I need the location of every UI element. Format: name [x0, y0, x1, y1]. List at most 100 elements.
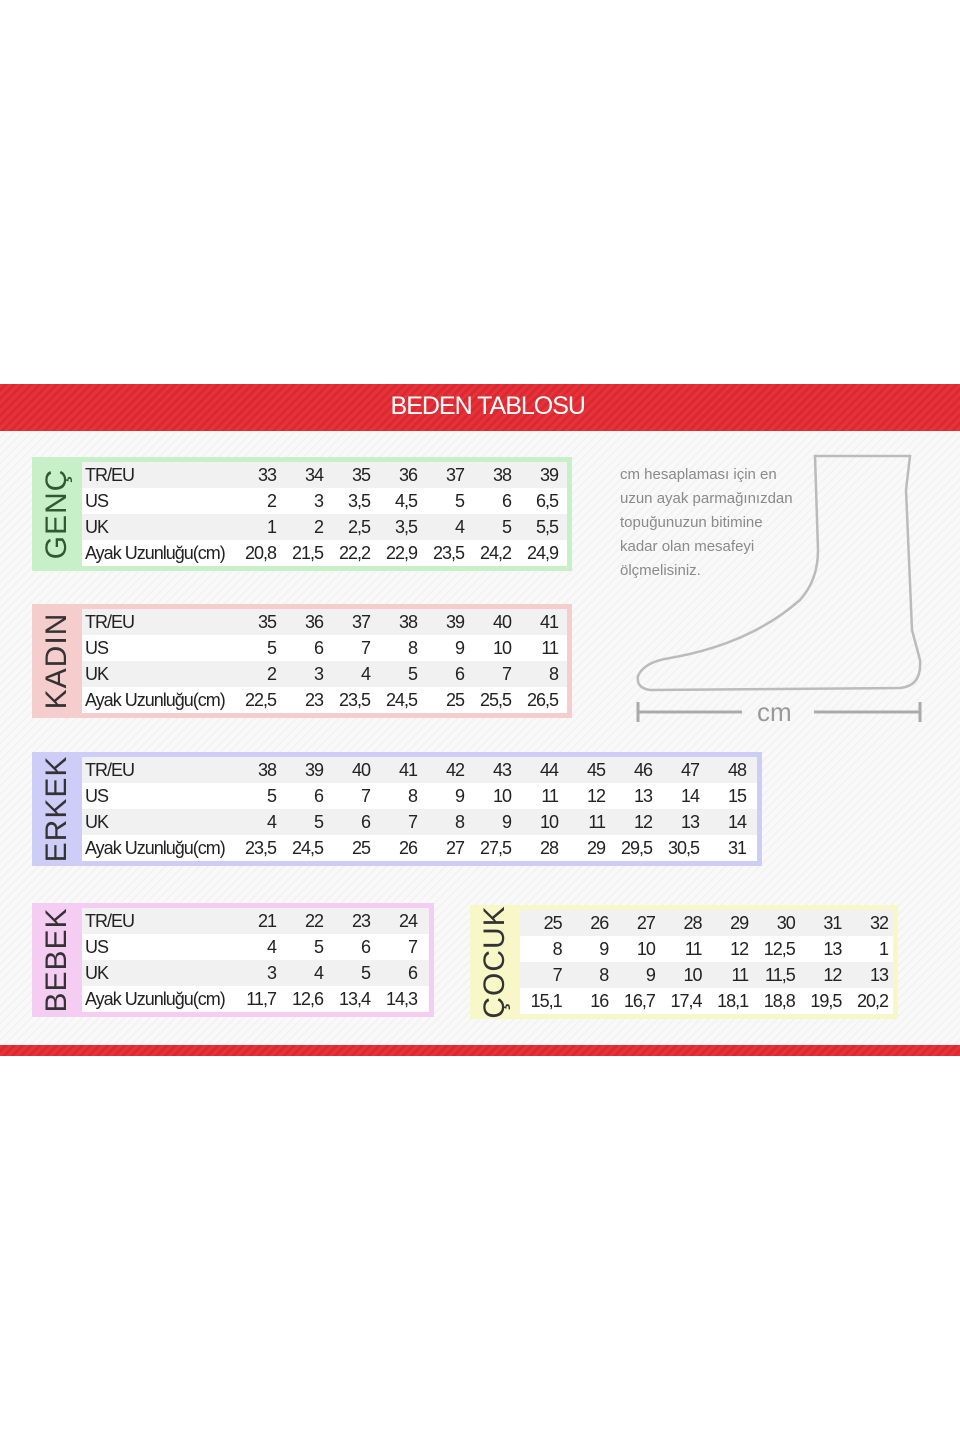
size-cell: 24 — [398, 910, 418, 931]
size-table-bebek: BEBEK TR/EU 21 22 23 24 US 4 5 6 7 UK 3 4 5 6 Ayak Uzunl… — [32, 903, 434, 1017]
size-grid: TR/EU 33 34 35 36 37 38 39 US 2 3 3,5 4,5 5 6 6,5 UK 1 2 2,… — [82, 462, 567, 566]
size-cell: 27,5 — [479, 837, 512, 858]
size-cell: 6 — [501, 490, 512, 511]
row-header: UK — [85, 663, 109, 684]
size-cell: 16 — [590, 990, 609, 1011]
size-cell: 26,5 — [526, 689, 559, 710]
size-cell: 40 — [492, 611, 512, 632]
row-header: TR/EU — [85, 759, 135, 780]
size-cell: 9 — [599, 938, 609, 959]
size-cell: 32 — [869, 912, 889, 933]
size-cell: 7 — [407, 936, 418, 957]
row-header: UK — [85, 962, 109, 983]
size-cell: 36 — [398, 464, 418, 485]
size-cell: 37 — [445, 464, 465, 485]
size-cell: 14 — [680, 785, 700, 806]
table-row: US 5 6 7 8 9 10 11 — [82, 635, 567, 661]
size-cell: 25 — [445, 689, 465, 710]
size-cell: 4 — [266, 936, 277, 957]
size-cell: 8 — [552, 938, 563, 959]
size-cell: 29,5 — [620, 837, 653, 858]
table-row: US 2 3 3,5 4,5 5 6 6,5 — [82, 488, 567, 514]
size-cell: 30,5 — [667, 837, 700, 858]
size-cell: 8 — [599, 964, 609, 985]
size-grid: TR/EU 38 39 40 41 42 43 44 45 46 47 48 US 5 6 7 8 9 10 11 12… — [82, 757, 757, 861]
note-line: topuğunuzun bitimine — [620, 514, 763, 531]
size-cell: 9 — [645, 964, 656, 985]
table-row: UK 2 3 4 5 6 7 8 — [82, 661, 567, 687]
size-cell: 8 — [407, 785, 418, 806]
size-cell: 6 — [407, 962, 418, 983]
size-cell: 14,3 — [385, 988, 418, 1009]
size-cell: 10 — [492, 637, 512, 658]
size-cell: 26 — [398, 837, 418, 858]
size-cell: 33 — [257, 464, 277, 485]
row-header: US — [85, 490, 109, 511]
size-cell: 35 — [351, 464, 371, 485]
row-header: UK — [85, 516, 109, 537]
size-cell: 4 — [360, 663, 371, 684]
size-cell: 8 — [407, 637, 418, 658]
size-cell: 11 — [684, 938, 703, 959]
size-cell: 7 — [360, 785, 371, 806]
size-cell: 18,8 — [763, 990, 796, 1011]
size-cell: 38 — [398, 611, 418, 632]
table-row: TR/EU 35 36 37 38 39 40 41 — [82, 609, 567, 635]
size-cell: 12 — [633, 811, 653, 832]
size-grid: 25 26 27 28 29 30 31 32 8 9 10 11 12 12,5 13 1 7 8 9 10 11 11… — [520, 910, 893, 1014]
size-cell: 6 — [313, 637, 324, 658]
size-cell: 34 — [304, 464, 324, 485]
table-row: UK 4 5 6 7 8 9 10 11 12 13 14 — [82, 809, 757, 835]
size-cell: 7 — [552, 964, 563, 985]
size-cell: 23,5 — [244, 837, 277, 858]
size-cell: 47 — [680, 759, 700, 780]
size-cell: 44 — [539, 759, 559, 780]
table-row: 15,1 16 16,7 17,4 18,1 18,8 19,5 20,2 — [520, 988, 893, 1014]
header-banner — [0, 384, 960, 431]
size-cell: 38 — [257, 759, 277, 780]
size-cell: 11 — [588, 811, 606, 832]
note-line: kadar olan mesafeyi — [620, 538, 755, 555]
size-cell: 24,5 — [385, 689, 418, 710]
table-row: UK 1 2 2,5 3,5 4 5 5,5 — [82, 514, 567, 540]
size-cell: 25,5 — [479, 689, 512, 710]
size-cell: 37 — [351, 611, 371, 632]
size-cell: 48 — [727, 759, 747, 780]
size-cell: 9 — [454, 785, 465, 806]
size-cell: 13 — [869, 964, 889, 985]
size-cell: 39 — [539, 464, 559, 485]
size-cell: 40 — [351, 759, 371, 780]
size-cell: 11,5 — [765, 964, 796, 985]
size-cell: 28 — [683, 912, 702, 933]
size-cell: 31 — [727, 837, 747, 858]
size-cell: 1 — [266, 516, 277, 537]
size-cell: 11 — [541, 637, 559, 658]
size-cell: 2 — [266, 490, 277, 511]
size-cell: 17,4 — [670, 990, 702, 1011]
size-cell: 6 — [360, 811, 371, 832]
row-header: Ayak Uzunluğu(cm) — [85, 542, 226, 563]
size-cell: 27 — [445, 837, 465, 858]
row-header: TR/EU — [85, 910, 135, 931]
table-row: 7 8 9 10 11 11,5 12 13 — [520, 962, 893, 988]
size-cell: 2,5 — [347, 516, 371, 537]
table-row: US 5 6 7 8 9 10 11 12 13 14 15 — [82, 783, 757, 809]
size-cell: 26 — [590, 912, 609, 933]
size-cell: 23 — [351, 910, 371, 931]
table-row: TR/EU 33 34 35 36 37 38 39 — [82, 462, 567, 488]
size-cell: 20,2 — [856, 990, 889, 1011]
ruler-label: cm — [757, 697, 792, 727]
size-cell: 29 — [730, 912, 749, 933]
size-cell: 24,9 — [526, 542, 559, 563]
size-cell: 30 — [776, 912, 796, 933]
size-grid: TR/EU 35 36 37 38 39 40 41 US 5 6 7 8 9 10 11 UK 2 3 4 5 6 7 8 A… — [82, 609, 567, 713]
table-row: 25 26 27 28 29 30 31 32 — [520, 910, 893, 936]
size-cell: 11,7 — [246, 988, 277, 1009]
size-cell: 22 — [304, 910, 324, 931]
size-cell: 5 — [407, 663, 418, 684]
row-header: Ayak Uzunluğu(cm) — [85, 988, 226, 1009]
size-cell: 10 — [683, 964, 702, 985]
table-row: US 4 5 6 7 — [82, 934, 429, 960]
size-cell: 15 — [727, 785, 747, 806]
category-strip: KADIN — [32, 604, 82, 718]
